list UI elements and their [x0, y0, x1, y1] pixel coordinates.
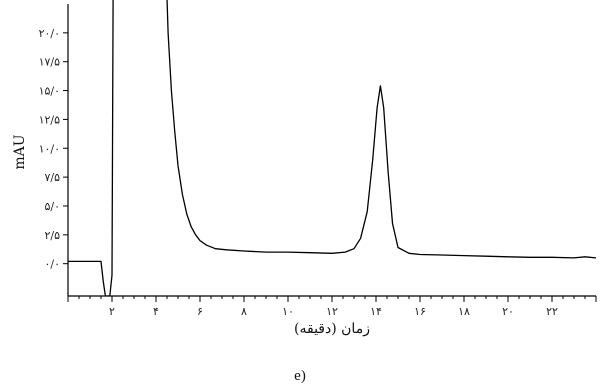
- y-tick-label: ۱۰/۰: [39, 142, 60, 155]
- x-tick-label: ۲۲: [546, 305, 558, 318]
- y-tick-label: ۷/۵: [44, 171, 60, 184]
- y-tick-label: ۱۲/۵: [39, 113, 61, 126]
- x-tick-label: ۲: [109, 305, 115, 318]
- y-tick-label: ۰/۰: [44, 258, 60, 271]
- x-tick-label: ۱۰: [282, 305, 294, 318]
- x-axis-title: زمان (دقیقه): [294, 321, 370, 337]
- y-tick-label: ۲۰/۰: [39, 27, 60, 40]
- x-tick-label: ۸: [241, 305, 247, 318]
- x-tick-label: ۱۲: [326, 305, 338, 318]
- y-tick-label: ۲/۵: [44, 229, 60, 242]
- figure-caption: e): [294, 368, 306, 384]
- x-tick-label: ۱۸: [458, 305, 470, 318]
- y-axis-ticks: ۰/۰ ۲/۵ ۵/۰ ۷/۵ ۱۰/۰ ۱۲/۵ ۱۵/۰ ۱۷/۵ ۲۰/۰: [39, 27, 68, 271]
- y-axis-title: mAU: [12, 134, 28, 169]
- y-tick-label: ۱۵/۰: [39, 85, 60, 98]
- x-tick-label: ۱۶: [414, 305, 426, 318]
- x-tick-label: ۶: [197, 305, 203, 318]
- x-tick-label: ۱۴: [370, 305, 382, 318]
- x-tick-label: ۴: [153, 305, 159, 318]
- x-axis-ticks: ۲ ۴ ۶ ۸ ۱۰ ۱۲ ۱۴ ۱۶ ۱۸ ۲۰ ۲۲: [67, 296, 597, 318]
- y-tick-label: ۵/۰: [44, 200, 60, 213]
- x-tick-label: ۲۰: [502, 305, 514, 318]
- y-tick-label: ۱۷/۵: [39, 56, 61, 69]
- chromatogram-trace: [68, 0, 597, 296]
